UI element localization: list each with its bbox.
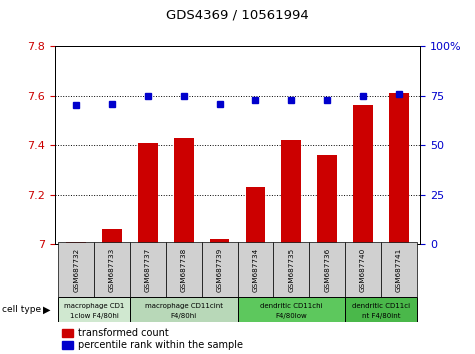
Bar (389, 93, 408, 244)
Bar (66, 242, 86, 244)
Bar (174, 138, 194, 244)
Bar (202, 242, 238, 297)
Text: GSM687737: GSM687737 (145, 248, 151, 292)
Text: 1clow F4/80hi: 1clow F4/80hi (70, 313, 118, 319)
Text: macrophage CD11cint: macrophage CD11cint (145, 303, 223, 309)
Bar (166, 242, 202, 297)
Text: GSM687741: GSM687741 (396, 248, 402, 292)
Bar (381, 242, 417, 297)
Text: GSM687739: GSM687739 (217, 248, 223, 292)
Text: GSM687735: GSM687735 (288, 248, 294, 292)
Bar (209, 239, 229, 244)
Text: GSM687732: GSM687732 (73, 248, 79, 292)
Bar (273, 242, 309, 297)
Text: GSM687740: GSM687740 (360, 248, 366, 292)
Text: GSM687733: GSM687733 (109, 248, 115, 292)
Text: GSM687736: GSM687736 (324, 248, 330, 292)
Text: F4/80hi: F4/80hi (171, 313, 197, 319)
Text: percentile rank within the sample: percentile rank within the sample (78, 340, 243, 350)
Bar (62, 329, 73, 337)
Text: GDS4369 / 10561994: GDS4369 / 10561994 (166, 9, 309, 22)
Bar (238, 242, 273, 297)
Bar (58, 242, 94, 297)
Text: F4/80low: F4/80low (276, 313, 307, 319)
Text: GSM687734: GSM687734 (252, 248, 258, 292)
Bar (281, 140, 301, 244)
Bar (353, 105, 373, 244)
Bar (317, 155, 337, 244)
Bar (309, 242, 345, 297)
Bar (62, 341, 73, 349)
Text: nt F4/80int: nt F4/80int (361, 313, 400, 319)
Text: transformed count: transformed count (78, 328, 169, 338)
Bar (246, 187, 266, 244)
Text: cell type: cell type (2, 305, 41, 314)
Bar (238, 297, 345, 322)
Text: dendritic CD11ci: dendritic CD11ci (352, 303, 410, 309)
Bar (345, 297, 417, 322)
Bar (345, 242, 381, 297)
Text: dendritic CD11chi: dendritic CD11chi (260, 303, 323, 309)
Text: ▶: ▶ (43, 304, 50, 314)
Bar (130, 242, 166, 297)
Bar (130, 297, 238, 322)
Bar (58, 297, 130, 322)
Text: macrophage CD1: macrophage CD1 (64, 303, 124, 309)
Bar (138, 143, 158, 244)
Bar (94, 242, 130, 297)
Bar (102, 229, 122, 244)
Text: GSM687738: GSM687738 (180, 248, 187, 292)
